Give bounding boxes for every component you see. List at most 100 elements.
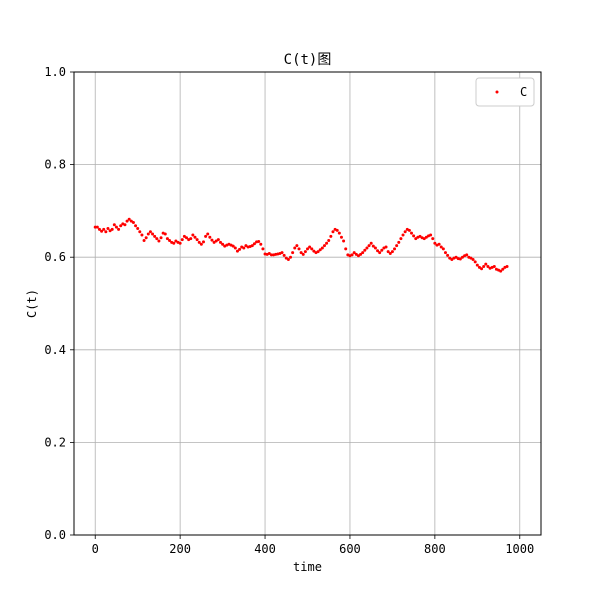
data-point xyxy=(210,238,214,242)
data-point xyxy=(180,238,184,242)
data-point xyxy=(191,233,195,237)
data-point xyxy=(482,264,486,268)
data-point xyxy=(350,253,354,257)
y-tick-label: 0.2 xyxy=(44,435,66,449)
data-point xyxy=(439,245,443,249)
data-point xyxy=(376,249,380,253)
data-point xyxy=(235,249,239,253)
data-point xyxy=(301,252,305,256)
data-point xyxy=(238,247,242,251)
data-point xyxy=(407,228,411,232)
data-point xyxy=(297,247,301,251)
data-point xyxy=(424,235,428,239)
data-point xyxy=(325,241,329,245)
data-point xyxy=(114,225,118,229)
data-point xyxy=(322,244,326,248)
plot-frame xyxy=(73,71,542,536)
data-point xyxy=(422,237,426,241)
x-tick-label: 600 xyxy=(339,542,361,556)
data-point xyxy=(365,246,369,250)
data-point xyxy=(327,239,331,243)
data-point xyxy=(242,246,246,250)
data-point xyxy=(95,225,99,229)
data-point xyxy=(221,242,225,246)
data-point xyxy=(104,230,108,234)
data-point xyxy=(369,241,373,245)
data-point xyxy=(460,255,464,259)
data-point xyxy=(414,237,418,241)
data-point xyxy=(261,247,265,251)
data-point xyxy=(168,239,172,243)
data-point xyxy=(318,248,322,252)
data-point xyxy=(216,238,220,242)
data-point xyxy=(505,264,509,268)
data-point xyxy=(93,225,97,229)
data-point xyxy=(471,258,475,262)
data-point xyxy=(431,237,435,241)
data-point xyxy=(289,255,293,259)
data-point xyxy=(303,250,307,254)
data-point xyxy=(117,227,121,231)
data-point xyxy=(361,251,365,255)
data-point xyxy=(486,264,490,268)
x-tick-label: 0 xyxy=(92,542,99,556)
y-tick-label: 1.0 xyxy=(44,65,66,79)
data-point xyxy=(280,251,284,255)
data-point xyxy=(437,242,441,246)
data-point xyxy=(212,240,216,244)
data-point xyxy=(401,233,405,237)
data-point xyxy=(127,217,131,221)
chart-title: C(t)图 xyxy=(284,52,332,68)
data-point xyxy=(335,228,339,232)
data-point xyxy=(359,252,363,256)
x-tick-label: 1000 xyxy=(505,542,534,556)
y-tick-label: 0.0 xyxy=(44,528,66,542)
data-point xyxy=(195,238,199,242)
data-point xyxy=(148,230,152,234)
data-point xyxy=(433,241,437,245)
data-point xyxy=(146,232,150,236)
data-point xyxy=(112,223,116,227)
data-point xyxy=(102,227,106,231)
data-point xyxy=(310,247,314,251)
data-point xyxy=(469,256,473,260)
data-point xyxy=(185,236,188,240)
data-point xyxy=(140,233,144,237)
data-point xyxy=(403,230,407,234)
data-point xyxy=(378,251,382,255)
data-point xyxy=(293,246,297,250)
y-tick-label: 0.8 xyxy=(44,158,66,172)
legend-box xyxy=(475,77,535,107)
legend-label-c: C xyxy=(520,85,527,99)
data-point xyxy=(159,236,163,240)
data-point xyxy=(110,227,114,231)
data-point xyxy=(257,239,261,243)
data-point xyxy=(218,240,222,244)
data-point xyxy=(446,253,450,257)
data-point xyxy=(97,227,101,231)
x-axis-label: time xyxy=(293,560,322,574)
data-point xyxy=(399,237,403,241)
data-point xyxy=(295,244,299,248)
data-point xyxy=(282,253,286,257)
data-points xyxy=(93,217,509,273)
data-point xyxy=(165,237,169,241)
data-point xyxy=(454,255,458,259)
data-point xyxy=(342,239,346,243)
data-point xyxy=(269,253,273,257)
data-point xyxy=(231,244,235,248)
axis-ticks: 0 200 400 600 800 1000 0.0 0.2 0.4 0.6 0.8 1.0 xyxy=(44,65,534,556)
data-point xyxy=(155,237,159,241)
data-point xyxy=(204,234,208,238)
data-point xyxy=(354,252,358,256)
data-point xyxy=(284,256,288,260)
data-point xyxy=(371,244,375,248)
data-point xyxy=(320,246,324,250)
y-axis-label: C(t) xyxy=(25,289,39,318)
data-point xyxy=(390,250,394,254)
data-point xyxy=(473,260,477,264)
data-point xyxy=(306,247,309,251)
data-point xyxy=(499,269,503,273)
data-point xyxy=(352,251,356,255)
